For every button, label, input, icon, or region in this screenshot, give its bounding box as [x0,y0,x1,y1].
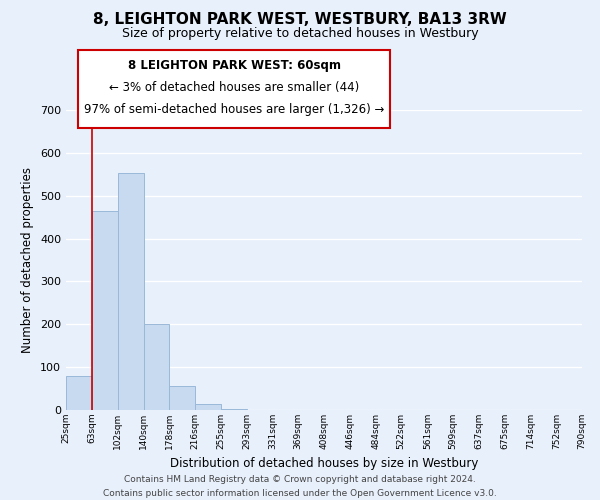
Text: Contains HM Land Registry data © Crown copyright and database right 2024.
Contai: Contains HM Land Registry data © Crown c… [103,476,497,498]
Bar [221,409,247,410]
X-axis label: Distribution of detached houses by size in Westbury: Distribution of detached houses by size … [170,458,478,470]
Bar [66,376,92,410]
Text: 8 LEIGHTON PARK WEST: 60sqm: 8 LEIGHTON PARK WEST: 60sqm [128,59,341,72]
Text: 8, LEIGHTON PARK WEST, WESTBURY, BA13 3RW: 8, LEIGHTON PARK WEST, WESTBURY, BA13 3R… [93,12,507,28]
Text: 97% of semi-detached houses are larger (1,326) →: 97% of semi-detached houses are larger (… [84,104,384,117]
Bar [195,404,221,410]
Bar [92,210,118,410]
Bar [118,173,143,410]
Text: ← 3% of detached houses are smaller (44): ← 3% of detached houses are smaller (44) [109,81,359,94]
Bar [169,386,195,410]
Y-axis label: Number of detached properties: Number of detached properties [22,167,34,353]
Text: Size of property relative to detached houses in Westbury: Size of property relative to detached ho… [122,28,478,40]
Bar [143,324,169,410]
